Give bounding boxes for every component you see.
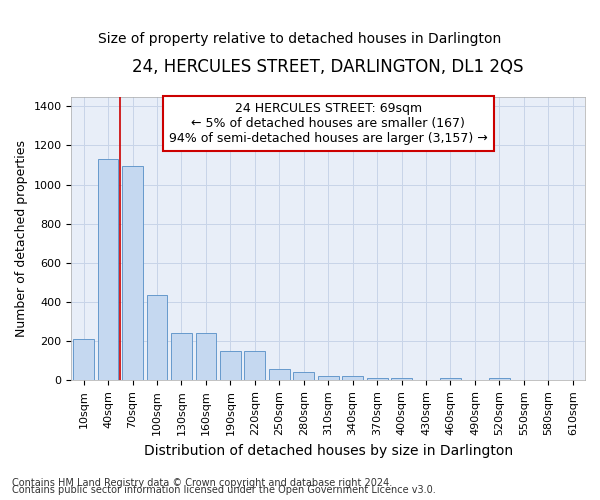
Text: Contains public sector information licensed under the Open Government Licence v3: Contains public sector information licen… <box>12 485 436 495</box>
Bar <box>171 334 192 380</box>
Bar <box>391 378 412 380</box>
Text: Size of property relative to detached houses in Darlington: Size of property relative to detached ho… <box>98 32 502 46</box>
Text: 24 HERCULES STREET: 69sqm
← 5% of detached houses are smaller (167)
94% of semi-: 24 HERCULES STREET: 69sqm ← 5% of detach… <box>169 102 488 145</box>
Bar <box>196 334 217 380</box>
Bar <box>367 378 388 380</box>
Bar <box>73 340 94 380</box>
Bar <box>440 378 461 380</box>
Bar <box>122 166 143 380</box>
Bar <box>244 352 265 380</box>
Bar <box>318 376 338 380</box>
Bar <box>146 296 167 380</box>
Bar <box>269 369 290 380</box>
Bar <box>342 376 363 380</box>
X-axis label: Distribution of detached houses by size in Darlington: Distribution of detached houses by size … <box>143 444 513 458</box>
Bar <box>220 352 241 380</box>
Bar <box>489 378 510 380</box>
Bar <box>293 372 314 380</box>
Bar <box>98 159 118 380</box>
Text: Contains HM Land Registry data © Crown copyright and database right 2024.: Contains HM Land Registry data © Crown c… <box>12 478 392 488</box>
Title: 24, HERCULES STREET, DARLINGTON, DL1 2QS: 24, HERCULES STREET, DARLINGTON, DL1 2QS <box>133 58 524 76</box>
Y-axis label: Number of detached properties: Number of detached properties <box>15 140 28 337</box>
